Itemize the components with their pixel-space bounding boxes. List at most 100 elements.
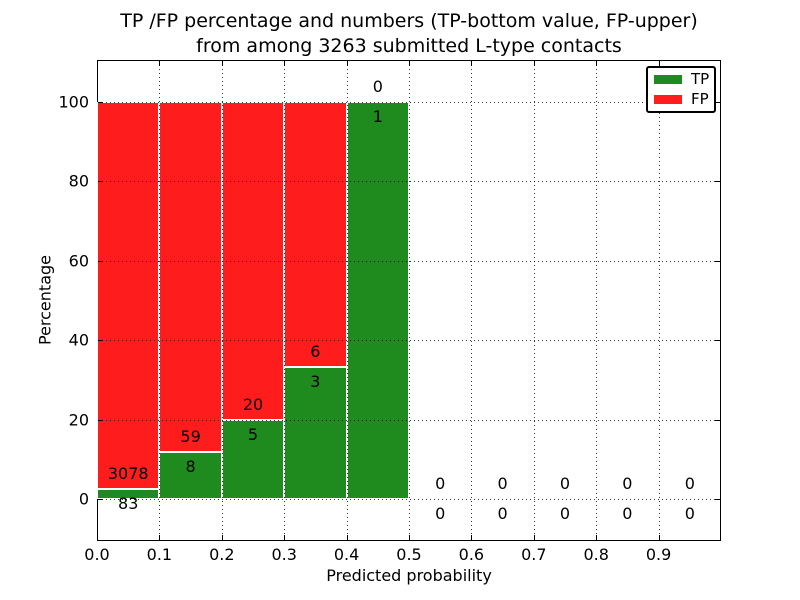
y-tick-mark [98, 419, 103, 421]
tp-count-label: 0 [497, 504, 508, 524]
legend: TP FP [646, 66, 716, 113]
chart-title-line2: from among 3263 submitted L-type contact… [196, 35, 622, 57]
gridline-v [409, 61, 410, 540]
tp-count-label: 8 [185, 456, 196, 476]
x-tick-label: 0.2 [209, 545, 235, 564]
gridline-h [98, 499, 720, 501]
x-tick-label: 0.6 [458, 545, 485, 564]
x-tick-mark [221, 535, 223, 540]
y-tick-mark [98, 101, 103, 103]
x-tick-mark [471, 535, 473, 540]
chart-title: TP /FP percentage and numbers (TP-bottom… [97, 9, 721, 59]
x-tick-label: 0.9 [645, 545, 672, 564]
gridline-v [596, 61, 598, 540]
y-tick-label: 0 [78, 489, 89, 509]
gridline-v [346, 61, 348, 540]
x-tick-mark-top [471, 61, 473, 66]
y-tick-mark-right [715, 419, 720, 421]
gridline-h [98, 101, 720, 103]
x-tick-mark-top [596, 61, 598, 66]
x-tick-mark-top [346, 61, 348, 66]
fp-bar [159, 101, 222, 452]
tp-count-label: 0 [622, 504, 633, 524]
tp-legend-swatch [654, 75, 682, 85]
tp-count-label: 3 [310, 371, 321, 391]
x-tick-label: 0.1 [146, 545, 173, 564]
x-tick-label: 0.5 [396, 545, 422, 564]
gridline-h [98, 181, 720, 183]
gridline-v [471, 61, 473, 540]
gridline-v [159, 61, 161, 540]
tp-count-label: 83 [118, 493, 139, 513]
x-tick-label: 0.3 [271, 545, 297, 564]
fp-count-label: 0 [622, 474, 633, 494]
x-tick-mark [346, 535, 348, 540]
tp-count-label: 1 [372, 106, 383, 126]
tp-legend-label: TP [691, 70, 710, 89]
y-tick-mark-right [715, 340, 720, 342]
gridline-h [98, 340, 720, 342]
x-tick-mark [596, 535, 598, 540]
fp-count-label: 0 [497, 474, 508, 494]
legend-item-tp: TP [654, 72, 714, 87]
fp-legend-label: FP [691, 89, 709, 108]
x-tick-label: 0.7 [521, 545, 547, 564]
x-tick-mark-top [533, 61, 535, 66]
x-tick-mark-top [409, 61, 410, 66]
y-tick-mark [98, 181, 103, 183]
gridline-v [221, 61, 223, 540]
x-tick-label: 0.8 [583, 545, 609, 564]
y-tick-label: 20 [68, 410, 89, 430]
y-tick-mark-right [715, 260, 720, 262]
x-tick-mark-top [658, 61, 660, 66]
fp-count-label: 0 [684, 474, 695, 494]
gridline-h [98, 260, 720, 262]
y-tick-mark [98, 260, 103, 262]
y-tick-label: 80 [68, 171, 89, 191]
tp-bar [97, 488, 160, 500]
x-tick-mark-top [221, 61, 223, 66]
fp-count-label: 0 [372, 76, 383, 96]
x-tick-mark-top [97, 61, 98, 66]
fp-bar [284, 101, 347, 367]
tp-bar [346, 101, 409, 500]
y-tick-mark-right [715, 499, 720, 501]
y-tick-mark [98, 340, 103, 342]
fp-count-label: 59 [180, 426, 201, 446]
gridline-v [533, 61, 535, 540]
fp-legend-swatch [654, 94, 682, 104]
x-tick-mark [533, 535, 535, 540]
y-tick-mark [98, 499, 103, 501]
fp-count-label: 6 [310, 341, 321, 361]
tp-count-label: 5 [247, 424, 259, 444]
tp-count-label: 0 [435, 504, 446, 524]
fp-count-label: 20 [242, 394, 264, 414]
x-tick-mark [409, 535, 410, 540]
chart-title-line1: TP /FP percentage and numbers (TP-bottom… [120, 10, 698, 32]
y-tick-label: 100 [58, 92, 89, 112]
gridline-v [284, 61, 286, 540]
x-tick-label: 0.0 [84, 545, 110, 564]
fp-count-label: 0 [559, 474, 571, 494]
fp-count-label: 0 [435, 474, 446, 494]
y-tick-label: 60 [68, 251, 89, 271]
tp-count-label: 0 [559, 504, 571, 524]
x-tick-mark [159, 535, 161, 540]
x-tick-mark [284, 535, 286, 540]
legend-item-fp: FP [654, 89, 714, 108]
x-axis-label: Predicted probability [326, 566, 492, 585]
x-tick-mark-top [284, 61, 286, 66]
fp-bar [97, 101, 160, 489]
y-tick-mark-right [715, 181, 720, 183]
x-tick-label: 0.4 [333, 545, 360, 564]
x-tick-mark [658, 535, 660, 540]
x-tick-mark [97, 535, 98, 540]
fp-count-label: 3078 [107, 463, 149, 483]
gridline-v [658, 61, 660, 540]
x-tick-mark-top [159, 61, 161, 66]
tp-count-label: 0 [684, 504, 695, 524]
y-tick-mark-right [715, 101, 720, 103]
y-tick-label: 40 [68, 330, 89, 350]
gridline-h [98, 419, 720, 421]
